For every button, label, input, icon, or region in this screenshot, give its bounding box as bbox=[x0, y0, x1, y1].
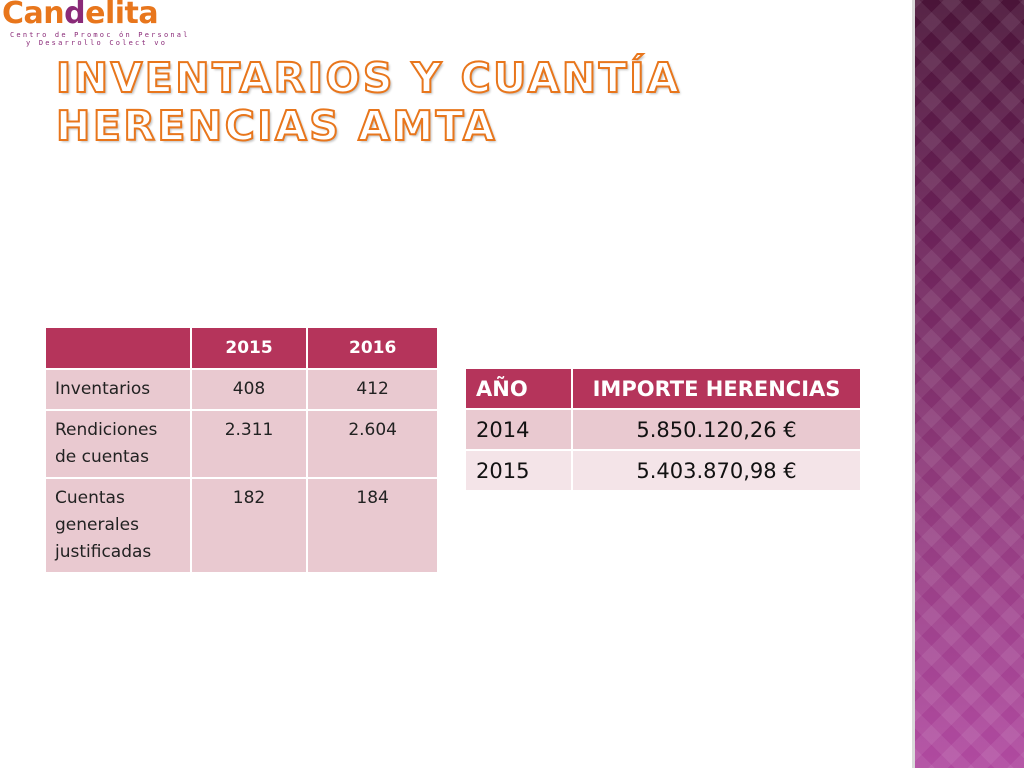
table-header-row: AÑO IMPORTE HERENCIAS bbox=[464, 367, 862, 410]
table-row: Inventarios 408 412 bbox=[44, 368, 439, 411]
logo-wordmark: Candelita bbox=[2, 0, 159, 31]
slide-title-line1: Inventarios y cuantía bbox=[55, 53, 682, 103]
logo-subtitle-line1: Centro de Promoc ón Personal bbox=[10, 31, 190, 39]
herencias-table: AÑO IMPORTE HERENCIAS 2014 5.850.120,26 … bbox=[464, 367, 862, 492]
table-header-row: 2015 2016 bbox=[44, 326, 439, 370]
inventarios-table: 2015 2016 Inventarios 408 412 Rendicione… bbox=[44, 326, 439, 574]
header-cell: 2015 bbox=[189, 326, 309, 370]
row-label: Inventarios bbox=[44, 368, 192, 411]
table-cell: 408 bbox=[189, 368, 309, 411]
year-cell: 2015 bbox=[464, 449, 573, 492]
row-label: Rendiciones de cuentas bbox=[44, 409, 192, 479]
table-cell: 2.604 bbox=[306, 409, 439, 479]
header-cell bbox=[44, 326, 192, 370]
candelita-logo: Candelita Centro de Promoc ón Personal y… bbox=[2, 0, 187, 50]
table-cell: 412 bbox=[306, 368, 439, 411]
table-cell: 182 bbox=[189, 477, 309, 574]
table-row: 2015 5.403.870,98 € bbox=[464, 449, 862, 492]
row-label: Cuentas generales justificadas bbox=[44, 477, 192, 574]
slide-title-line2: herencias AMTA bbox=[55, 101, 498, 151]
logo-subtitle-line2: y Desarrollo Colect vo bbox=[26, 39, 168, 47]
header-cell: AÑO bbox=[464, 367, 573, 410]
header-cell: IMPORTE HERENCIAS bbox=[571, 367, 862, 410]
amount-cell: 5.403.870,98 € bbox=[571, 449, 862, 492]
table-cell: 184 bbox=[306, 477, 439, 574]
slide-title: Inventarios y cuantía herencias AMTA bbox=[55, 53, 682, 151]
table-cell: 2.311 bbox=[189, 409, 309, 479]
table-row: 2014 5.850.120,26 € bbox=[464, 408, 862, 451]
table-row: Cuentas generales justificadas 182 184 bbox=[44, 477, 439, 574]
header-cell: 2016 bbox=[306, 326, 439, 370]
table-row: Rendiciones de cuentas 2.311 2.604 bbox=[44, 409, 439, 479]
year-cell: 2014 bbox=[464, 408, 573, 451]
amount-cell: 5.850.120,26 € bbox=[571, 408, 862, 451]
decorative-side-panel bbox=[912, 0, 1024, 768]
